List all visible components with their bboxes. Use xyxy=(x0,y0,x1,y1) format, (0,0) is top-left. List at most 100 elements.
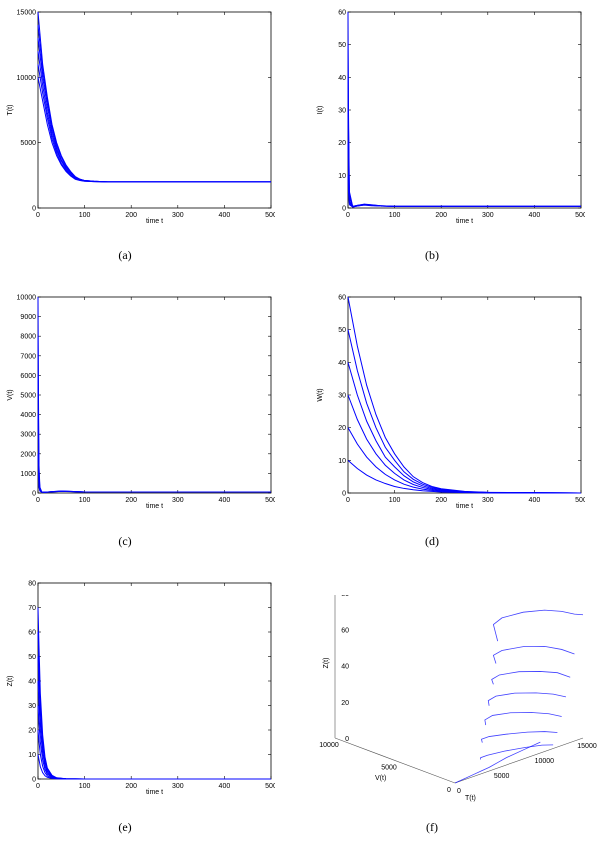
panel-caption: (f) xyxy=(426,820,438,834)
trajectory-2 xyxy=(492,645,575,664)
trajectory-7 xyxy=(480,744,554,760)
series-line-1 xyxy=(37,607,271,780)
x-tick-label: 300 xyxy=(172,212,184,219)
chart-c: 0 100 200 300 400 500010002000300040005000600… xyxy=(7,295,275,510)
y-tick-label: 4000 xyxy=(20,412,36,419)
y-tick-label: 0 xyxy=(342,491,346,498)
series-line-7 xyxy=(37,754,271,780)
x-tick-label: 200 xyxy=(125,783,137,790)
series-line-5 xyxy=(37,705,271,780)
x-tick-label: 500 xyxy=(575,212,585,219)
chart-b: 0 100 200 300 400 500 0 10 20 30 40 50 60 time t I(t) xyxy=(317,10,585,225)
y-tick-label: 9000 xyxy=(20,314,36,321)
x-tick-label: 100 xyxy=(79,783,91,790)
Z-axis-label: Z(t) xyxy=(323,658,330,669)
panel-caption: (c) xyxy=(118,534,132,548)
y-tick-label: 50 xyxy=(28,654,36,661)
series-line-5 xyxy=(347,427,582,494)
T-axis-label: T(t) xyxy=(465,795,476,802)
x-tick-label: 100 xyxy=(389,497,401,504)
y-tick-label: 0 xyxy=(32,777,36,784)
trajectory-3 xyxy=(491,671,571,685)
y-tick-label: 40 xyxy=(28,679,36,686)
y-tick-label: 6000 xyxy=(20,373,36,380)
series-line-2 xyxy=(37,336,271,493)
V-tick-label: 5000 xyxy=(381,765,397,772)
y-axis-label: I(t) xyxy=(317,106,324,115)
x-tick-label: 500 xyxy=(265,212,275,219)
series-line-4 xyxy=(37,414,271,493)
series-line-1 xyxy=(347,296,582,494)
panel-caption: (e) xyxy=(118,820,132,834)
y-tick-label: 2000 xyxy=(20,451,36,458)
Z-tick-label: 40 xyxy=(341,664,349,671)
V-tick-label: 0 xyxy=(447,787,451,794)
x-tick-label: 0 xyxy=(36,497,40,504)
series-line-2 xyxy=(37,25,271,183)
x-tick-label: 300 xyxy=(482,212,494,219)
series-line-3 xyxy=(37,38,271,183)
series-line-6 xyxy=(37,729,271,780)
Z-tick-label: 60 xyxy=(341,627,349,634)
T-tick-label: 10000 xyxy=(535,758,555,765)
trajectory-5 xyxy=(484,712,562,726)
panel-caption: (a) xyxy=(118,248,132,262)
x-axis-label: time t xyxy=(456,218,473,224)
series-line-3 xyxy=(37,656,271,780)
trajectory-4 xyxy=(487,692,567,706)
plot-frame xyxy=(37,11,272,209)
x-tick-label: 400 xyxy=(529,497,541,504)
series-line-3 xyxy=(347,362,582,494)
T-tick-label: 5000 xyxy=(494,773,510,780)
y-tick-label: 20 xyxy=(338,425,346,432)
y-tick-label: 60 xyxy=(338,295,346,302)
chart-d: 0 100 200 300 400 500 0 10 20 30 40 50 60 time t W(t) xyxy=(317,295,585,510)
x-tick-label: 100 xyxy=(79,497,91,504)
y-tick-label: 60 xyxy=(338,10,346,17)
T-tick-label: 15000 xyxy=(577,743,597,750)
x-tick-label: 0 xyxy=(36,783,40,790)
chart-e: 0 100 200 300 400 500 0 10 20 30 40 50 60 70 80 time t Z… xyxy=(7,581,275,796)
Z-tick-label: 20 xyxy=(341,700,349,707)
y-tick-label: 50 xyxy=(338,42,346,49)
plot-frame xyxy=(37,296,272,494)
x-tick-label: 0 xyxy=(346,212,350,219)
series-line-2 xyxy=(347,329,582,494)
y-tick-label: 8000 xyxy=(20,334,36,341)
T-axis xyxy=(454,737,584,784)
panel-caption: (d) xyxy=(425,534,439,548)
y-tick-label: 5000 xyxy=(20,140,36,147)
x-tick-label: 500 xyxy=(265,497,275,504)
x-tick-label: 100 xyxy=(389,212,401,219)
series-line-3 xyxy=(347,77,581,208)
series-line-1 xyxy=(347,11,581,207)
x-axis-label: time t xyxy=(146,503,163,509)
series-line-4 xyxy=(37,51,271,183)
trajectory-6 xyxy=(480,731,558,743)
series-line-5 xyxy=(37,64,271,183)
y-tick-label: 40 xyxy=(338,360,346,367)
x-tick-label: 400 xyxy=(219,497,231,504)
y-tick-label: 10000 xyxy=(17,75,37,82)
x-tick-label: 500 xyxy=(265,783,275,790)
series-line-2 xyxy=(347,44,581,207)
y-tick-label: 1000 xyxy=(20,471,36,478)
x-tick-label: 400 xyxy=(219,783,231,790)
y-tick-label: 15000 xyxy=(17,10,37,17)
Z-tick-label: 0 xyxy=(345,736,349,743)
y-tick-label: 3000 xyxy=(20,432,36,439)
y-tick-label: 10 xyxy=(338,173,346,180)
series-line-1 xyxy=(37,296,271,493)
y-tick-label: 40 xyxy=(338,75,346,82)
T-tick-label: 0 xyxy=(457,788,461,795)
y-tick-label: 10000 xyxy=(17,295,37,302)
y-tick-label: 50 xyxy=(338,327,346,334)
x-axis-label: time t xyxy=(456,503,473,509)
V-axis-label: V(t) xyxy=(375,775,386,782)
series-line-1 xyxy=(37,11,271,183)
x-tick-label: 0 xyxy=(346,497,350,504)
series-line-6 xyxy=(347,459,582,494)
series-line-5 xyxy=(37,453,271,493)
y-tick-label: 10 xyxy=(28,752,36,759)
